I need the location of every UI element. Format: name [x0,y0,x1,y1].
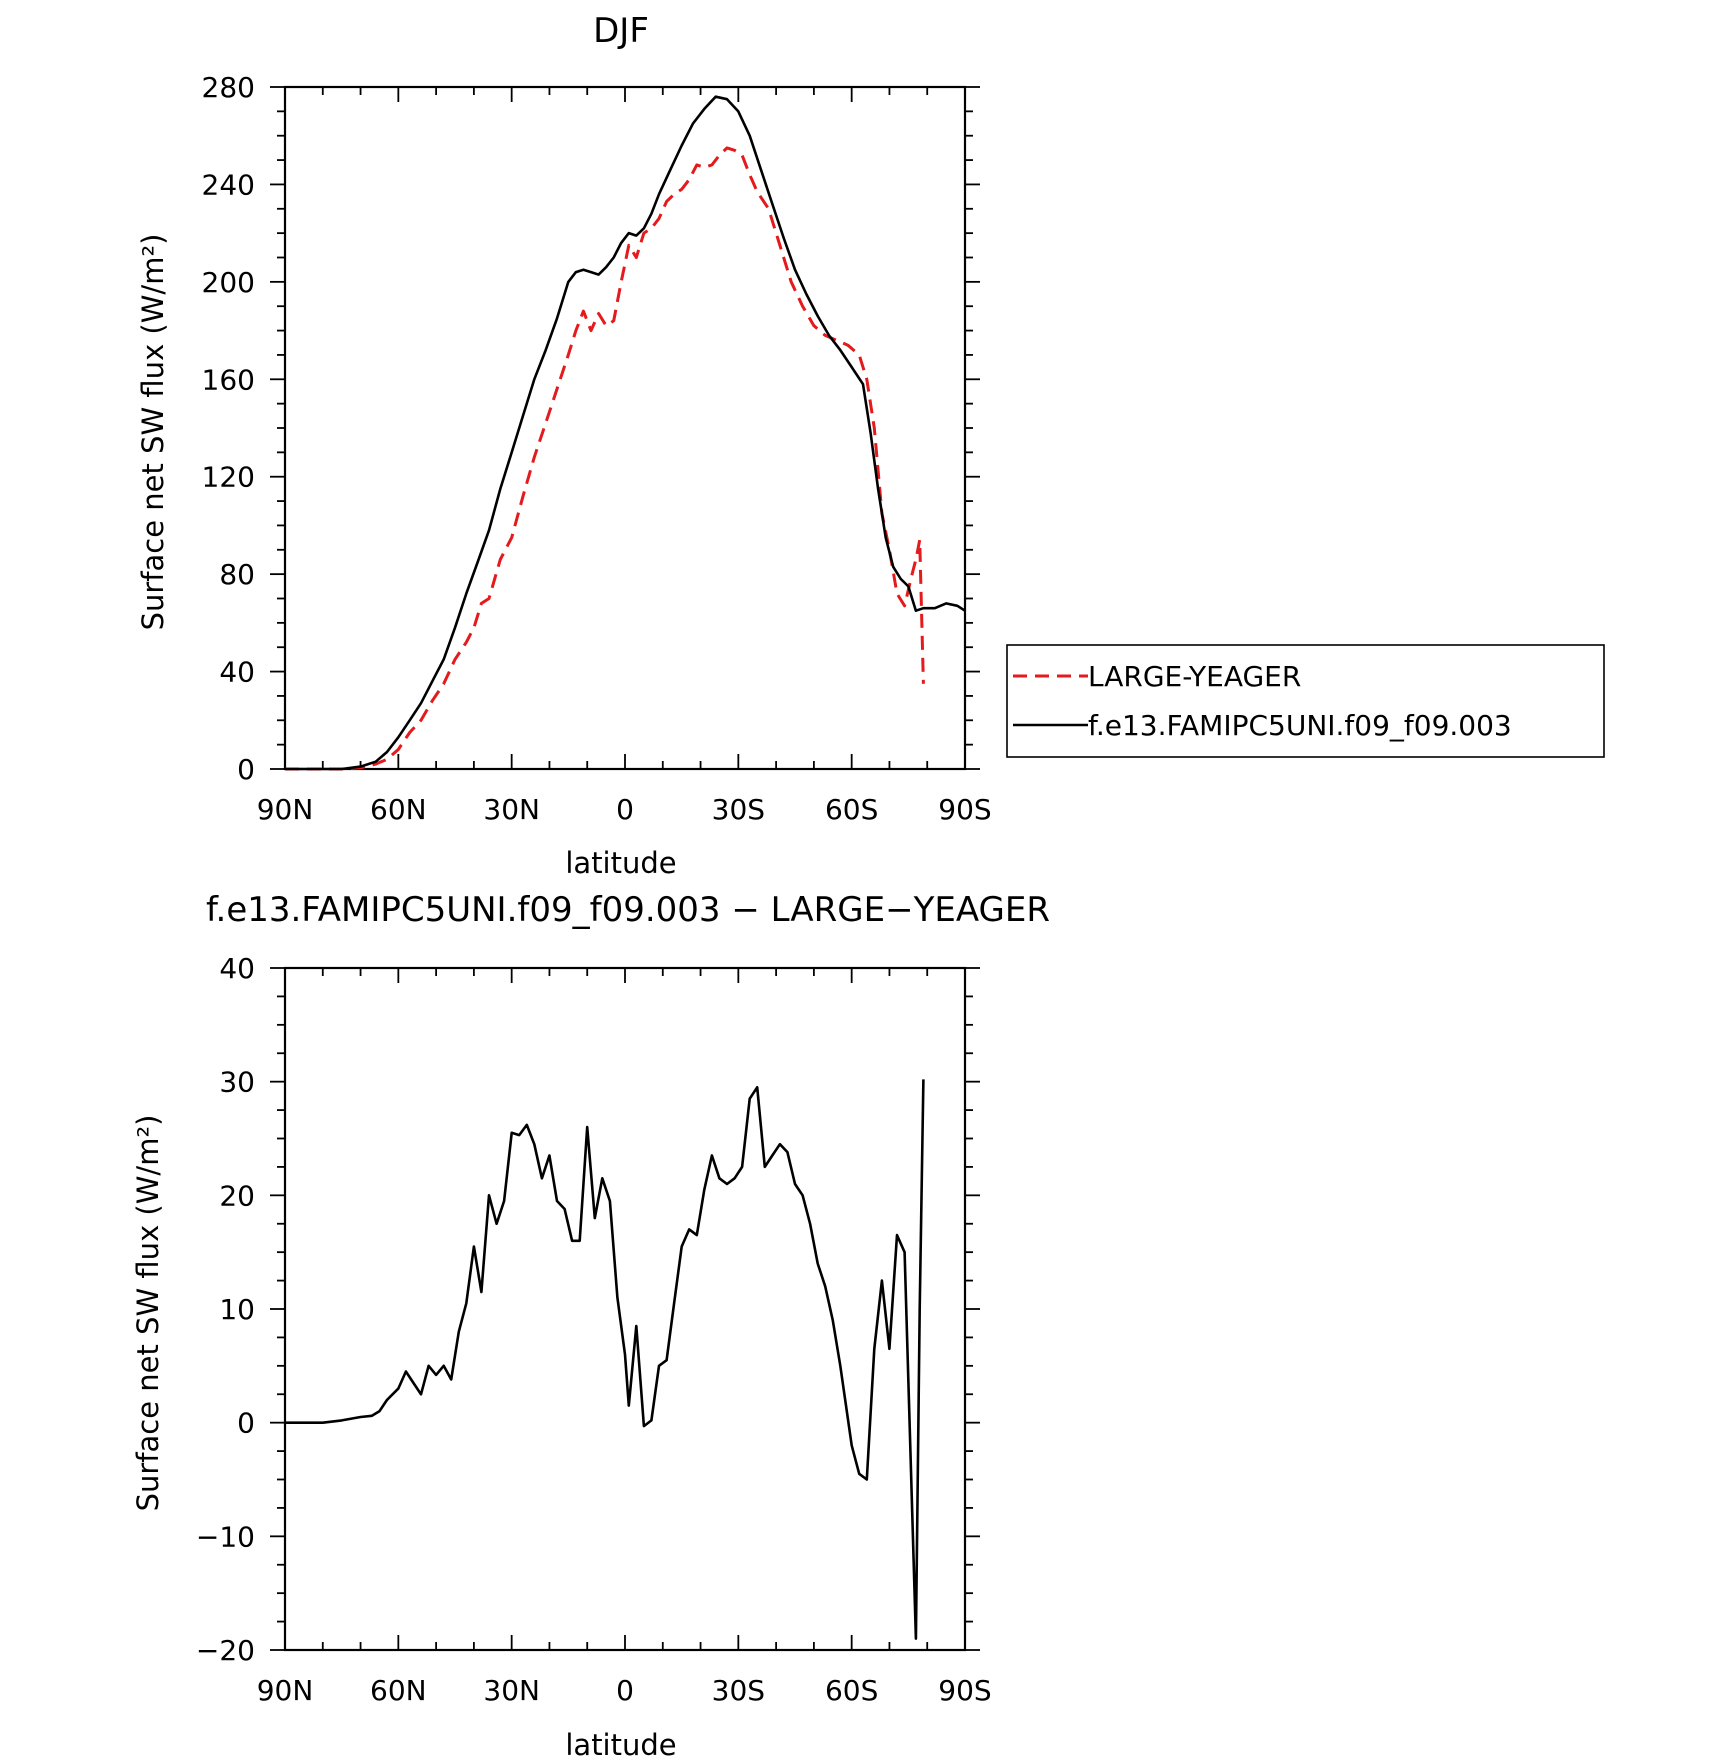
y-tick-label: 20 [219,1179,255,1212]
series-group-top [285,95,966,771]
chart-difference: f.e13.FAMIPC5UNI.f09_f09.003 − LARGE−YEA… [131,890,1050,1762]
y-axis-label-unit: (W/m²) [136,234,170,335]
legend: LARGE-YEAGER f.e13.FAMIPC5UNI.f09_f09.00… [1006,644,1605,758]
chart-title: f.e13.FAMIPC5UNI.f09_f09.003 − LARGE−YEA… [206,890,1050,930]
y-tick-label: 40 [219,952,255,985]
y-axis-label-unit: (W/m²) [131,1115,165,1216]
series-line-series-0 [285,1079,925,1640]
y-axis-label: Surface net SW flux (W/m²) [136,234,170,631]
legend-label-model: f.e13.FAMIPC5UNI.f09_f09.003 [1088,709,1512,742]
y-tick-label: 10 [219,1293,255,1326]
x-tick-label: 90S [938,793,991,826]
y-tick-label: −10 [196,1520,255,1553]
chart-djf: DJF 90N 60N 30N 0 30S 60S 90S 0 40 80 120 160 200 240… [136,11,992,880]
y-tick-label: 240 [202,168,255,201]
x-tick-label: 90N [257,793,314,826]
y-tick-label: 120 [202,461,255,494]
x-tick-label: 0 [616,793,634,826]
x-tick-label: 30S [712,793,765,826]
y-tick-label: 40 [219,656,255,689]
x-axis-label: latitude [565,846,676,880]
plot-frame [283,966,967,1652]
chart-title: DJF [593,11,649,51]
axes-top: 90N 60N 30N 0 30S 60S 90S 0 40 80 120 160 200 240 280 [202,71,992,826]
y-tick-label: 160 [202,363,255,396]
legend-box [1006,644,1605,758]
legend-label-large-yeager: LARGE-YEAGER [1088,660,1301,693]
y-tick-label: 30 [219,1066,255,1099]
x-tick-label: 60N [370,1674,427,1707]
y-tick-label: 280 [202,71,255,104]
y-axis-label-text: Surface net SW flux [131,1225,165,1512]
x-tick-label: 30S [712,1674,765,1707]
x-tick-label: 60S [825,793,878,826]
x-tick-label: 90S [938,1674,991,1707]
y-tick-label: −20 [196,1634,255,1667]
axes-bottom: 90N 60N 30N 0 30S 60S 90S −20 −10 0 10 20 30 40 [196,952,992,1707]
series-line-f-e13-famipc5uni-f09-f09-003 [285,95,966,771]
series-group-bottom [285,1079,925,1640]
plot-frame [283,85,967,771]
y-tick-label: 0 [237,1407,255,1440]
x-tick-label: 30N [483,1674,540,1707]
x-axis-label: latitude [565,1728,676,1762]
x-tick-label: 60N [370,793,427,826]
x-tick-label: 30N [483,793,540,826]
y-tick-label: 0 [237,753,255,786]
y-axis-label-text: Surface net SW flux [136,344,170,631]
series-line-large-yeager [285,146,925,771]
x-tick-label: 0 [616,1674,634,1707]
x-tick-label: 60S [825,1674,878,1707]
y-axis-label: Surface net SW flux (W/m²) [131,1115,165,1512]
y-tick-label: 200 [202,266,255,299]
y-tick-label: 80 [219,558,255,591]
x-tick-label: 90N [257,1674,314,1707]
